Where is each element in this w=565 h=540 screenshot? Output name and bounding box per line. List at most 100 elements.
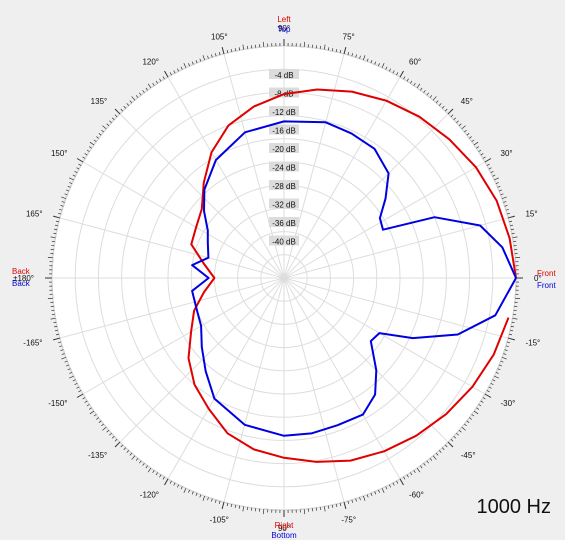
angle-label: 105° — [211, 33, 228, 42]
outer-tick — [152, 470, 155, 474]
radial-label: -20 dB — [272, 145, 296, 154]
outer-tick — [413, 82, 416, 86]
outer-tick — [410, 80, 413, 84]
radial-label-background — [269, 180, 299, 190]
outer-tick — [343, 501, 347, 509]
outer-tick — [497, 368, 501, 371]
outer-tick — [226, 49, 229, 53]
angle-label: -30° — [501, 399, 516, 408]
outer-tick — [221, 47, 225, 55]
outer-tick — [58, 341, 62, 344]
outer-tick — [399, 70, 404, 78]
radial-label: -28 dB — [272, 182, 296, 191]
outer-tick — [478, 149, 482, 152]
outer-tick — [155, 80, 158, 84]
outer-tick — [53, 337, 61, 341]
outer-tick — [461, 125, 466, 130]
outer-tick — [53, 232, 57, 235]
outer-tick — [135, 95, 139, 98]
outer-tick — [173, 482, 176, 486]
radial-label: -36 dB — [272, 219, 296, 228]
outer-tick — [403, 476, 406, 480]
outer-tick — [177, 68, 179, 72]
frequency-label: 1000 Hz — [476, 496, 552, 518]
outer-tick — [69, 372, 73, 374]
outer-tick — [509, 224, 514, 227]
outer-tick — [234, 504, 237, 508]
outer-tick — [84, 153, 88, 156]
outer-tick — [120, 444, 124, 448]
outer-tick — [456, 432, 459, 436]
radial-label: -4 dB — [274, 71, 293, 80]
outer-tick — [355, 54, 357, 58]
outer-tick — [61, 201, 65, 203]
outer-tick — [370, 59, 373, 64]
outer-tick — [159, 78, 162, 82]
outer-tick — [180, 486, 183, 490]
outer-tick — [347, 52, 350, 56]
outer-tick — [120, 108, 124, 112]
outer-tick — [392, 482, 395, 486]
outer-tick — [76, 386, 80, 389]
direction-label-top-primary: Left — [277, 15, 291, 24]
grid-spoke — [283, 277, 486, 395]
outer-tick — [511, 232, 515, 235]
outer-tick — [82, 156, 86, 159]
outer-tick — [389, 484, 391, 488]
outer-tick — [145, 87, 148, 91]
outer-tick — [180, 66, 183, 70]
grid-spoke — [82, 277, 285, 395]
outer-tick — [503, 201, 507, 203]
outer-tick — [482, 156, 486, 159]
outer-tick — [484, 393, 492, 398]
outer-tick — [89, 410, 95, 415]
outer-tick — [381, 63, 385, 68]
outer-tick — [199, 494, 202, 498]
outer-tick — [432, 455, 437, 460]
outer-tick — [88, 407, 92, 410]
angle-label: 150° — [51, 149, 68, 158]
outer-tick — [490, 383, 494, 385]
outer-tick — [444, 444, 448, 448]
outer-tick — [510, 228, 514, 231]
outer-tick — [221, 501, 225, 509]
outer-tick — [202, 55, 205, 61]
outer-tick — [86, 149, 90, 152]
outer-tick — [195, 59, 198, 64]
outer-tick — [214, 499, 217, 503]
outer-tick — [177, 484, 179, 488]
outer-tick — [447, 108, 454, 115]
angle-label: 90° — [278, 524, 290, 533]
outer-tick — [456, 120, 459, 124]
outer-tick — [76, 158, 84, 163]
direction-label-bottom-secondary: Bottom — [271, 531, 297, 540]
outer-tick — [211, 498, 213, 502]
outer-tick — [50, 317, 56, 320]
outer-tick — [426, 92, 429, 96]
outer-tick — [501, 357, 507, 360]
outer-tick — [494, 177, 499, 181]
outer-tick — [492, 174, 496, 177]
outer-tick — [497, 185, 501, 188]
outer-tick — [327, 47, 330, 51]
outer-tick — [129, 100, 133, 104]
outer-tick — [54, 228, 58, 231]
outer-tick — [476, 407, 480, 410]
grid-spoke — [167, 76, 285, 279]
outer-tick — [509, 220, 513, 223]
outer-tick — [416, 467, 421, 473]
outer-tick — [135, 458, 139, 461]
outer-tick — [473, 410, 479, 415]
outer-tick — [72, 174, 76, 177]
outer-tick — [389, 68, 391, 72]
outer-tick — [98, 133, 102, 136]
outer-tick — [494, 375, 499, 379]
outer-tick — [230, 48, 233, 53]
outer-tick — [69, 182, 73, 184]
radial-label-background — [269, 143, 299, 153]
outer-tick — [482, 397, 486, 400]
angle-label: -120° — [140, 491, 159, 500]
outer-tick — [67, 368, 71, 371]
angle-label: -165° — [23, 339, 42, 348]
